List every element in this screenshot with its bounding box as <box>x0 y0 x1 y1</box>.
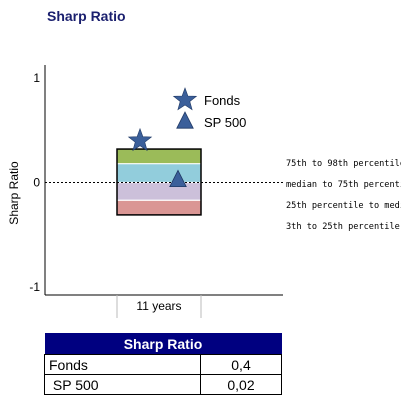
percentile-bands <box>116 148 202 216</box>
table-row: Fonds 0,4 <box>44 354 282 375</box>
row-value: 0,02 <box>200 374 282 395</box>
sharp-ratio-chart: 1 0 -1 11 years Sharp Ratio Fonds SP 500 75… <box>7 65 401 318</box>
range-box-outline <box>116 148 202 216</box>
y-tick-label: 1 <box>33 71 40 85</box>
percentile-band <box>117 182 201 201</box>
y-axis-label: Sharp Ratio <box>7 161 21 225</box>
legend: Fonds SP 500 <box>172 87 246 130</box>
marker-triangle <box>169 169 187 188</box>
band-note: 3th to 25th percentile <box>286 222 400 232</box>
band-note: 75th to 98th percentile <box>286 159 401 169</box>
y-tick-label: -1 <box>29 280 40 294</box>
y-tick-label: 0 <box>33 176 40 190</box>
marker-star <box>127 127 153 152</box>
x-category-labels: 11 years <box>136 299 181 313</box>
band-notes: 75th to 98th percentile median to 75th pe… <box>286 159 401 232</box>
row-name: SP 500 <box>44 374 201 395</box>
percentile-band <box>117 200 201 215</box>
percentile-band <box>117 149 201 164</box>
row-value: 0,4 <box>200 354 282 375</box>
series-markers <box>127 127 187 188</box>
legend-label: Fonds <box>204 93 241 108</box>
legend-marker-triangle <box>176 111 194 129</box>
page-title: Sharp Ratio <box>47 8 126 24</box>
y-tick-labels: 1 0 -1 <box>29 71 40 294</box>
table-row: SP 500 0,02 <box>44 374 282 395</box>
band-note: 25th percentile to median <box>286 201 401 211</box>
sharp-ratio-table: Sharp Ratio Fonds 0,4 SP 500 0,02 <box>44 333 282 395</box>
row-name: Fonds <box>44 354 201 375</box>
legend-label: SP 500 <box>204 115 246 130</box>
band-note: median to 75th percentile <box>286 180 401 190</box>
x-category-label: 11 years <box>136 299 181 313</box>
table-header: Sharp Ratio <box>44 333 282 355</box>
legend-marker-star <box>172 87 198 111</box>
percentile-band <box>117 163 201 183</box>
